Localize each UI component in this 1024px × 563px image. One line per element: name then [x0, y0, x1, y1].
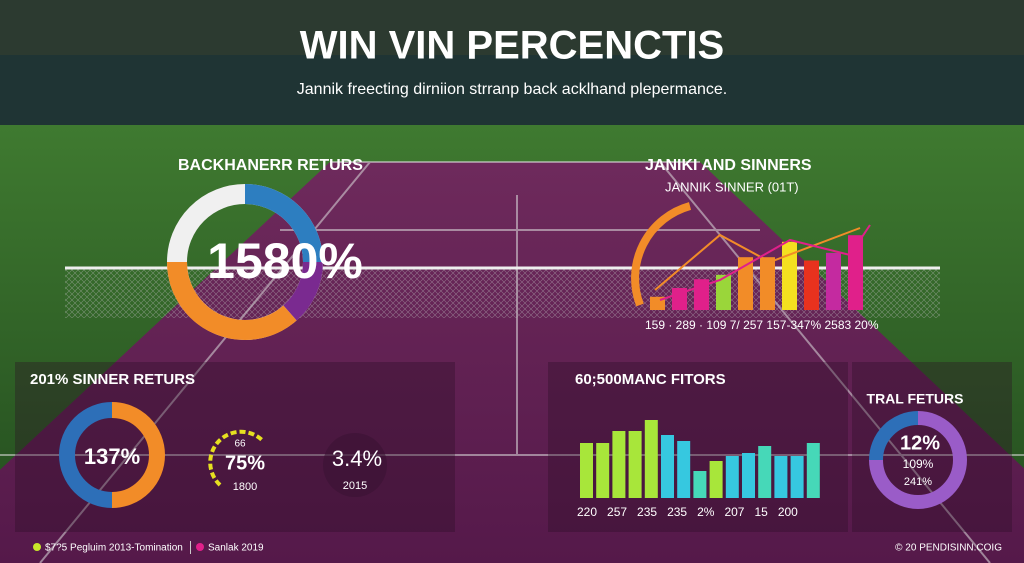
legend-dot	[33, 543, 41, 551]
bar	[716, 274, 731, 310]
bar	[672, 288, 687, 310]
bar	[677, 441, 691, 498]
bar	[693, 471, 707, 498]
donut-line: 241%	[904, 476, 932, 488]
bar	[709, 461, 723, 498]
gauge	[208, 429, 264, 487]
donut-label: 12%	[900, 432, 940, 454]
donut-line: 109%	[903, 457, 934, 471]
donut	[167, 184, 323, 340]
gauge-bottom: 1800	[233, 481, 257, 493]
donut-label: 1580%	[207, 233, 363, 289]
title: WIN VIN PERCENCTIS	[300, 24, 724, 68]
axis-labels: 220 257 235 235 2% 207 15 200	[577, 505, 798, 519]
bar	[580, 443, 593, 498]
bar	[612, 431, 626, 498]
trend-line	[659, 224, 871, 301]
bar-chart	[580, 420, 820, 498]
bar	[628, 431, 642, 498]
bar	[725, 456, 739, 498]
panel-title: 60;500MANC FITORS	[575, 371, 726, 388]
donut-label: 137%	[84, 444, 140, 469]
bar	[596, 443, 610, 498]
arc	[631, 202, 692, 307]
bar	[790, 456, 804, 498]
footer-left: $7?5 Pegluim 2013-Tomination	[45, 543, 183, 554]
panel-title: BACKHANERR RETURS	[178, 157, 363, 174]
bar	[806, 443, 820, 498]
axis-labels: 159 · 289 · 109 7/ 257 157-347% 2583 20%	[645, 318, 879, 332]
bar	[804, 260, 819, 310]
panel-title: JANIKI AND SINNERS	[645, 157, 812, 174]
panel-title: TRAL FETURS	[867, 391, 964, 407]
bar	[758, 446, 772, 498]
bar	[738, 257, 753, 310]
stat-label: 3.4%	[332, 446, 382, 471]
gauge-label: 75%	[225, 452, 265, 474]
separator	[190, 541, 191, 554]
legend-dot	[196, 543, 204, 551]
donut	[59, 402, 165, 508]
footer-right-left: Sanlak 2019	[208, 543, 264, 554]
gauge-top: 66	[234, 439, 246, 450]
bar	[661, 435, 674, 498]
panel-subtitle: JANNIK SINNER (01T)	[665, 179, 799, 194]
bar	[826, 252, 841, 310]
bar	[760, 257, 775, 310]
bar	[774, 456, 788, 498]
trend-line	[654, 227, 861, 291]
bar	[644, 420, 658, 498]
bar	[782, 241, 797, 310]
bar	[742, 453, 755, 498]
footer-right: © 20 PENDISINN.COIG	[895, 543, 1002, 554]
donut	[869, 411, 967, 509]
stat-bubble	[323, 433, 387, 497]
panel-title: 201% SINNER RETURS	[30, 371, 195, 388]
subtitle: Jannik freecting dirniion strranp back a…	[297, 81, 727, 98]
stat-sub: 2015	[343, 480, 367, 492]
